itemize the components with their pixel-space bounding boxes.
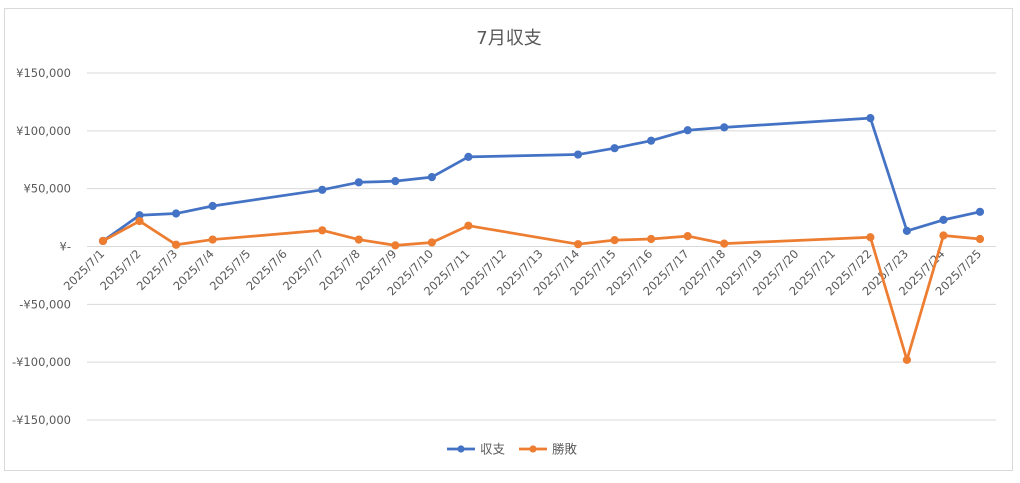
data-point [171, 240, 181, 249]
legend-label: 勝敗 [552, 442, 578, 457]
gridlines [87, 72, 996, 421]
data-point [902, 226, 912, 235]
y-tick-label: -¥50,000 [19, 297, 71, 311]
y-tick-label: -¥100,000 [12, 355, 71, 369]
data-point [318, 226, 327, 235]
data-point [573, 150, 583, 159]
y-tick-label: ¥50,000 [23, 182, 71, 196]
y-tick-label: -¥150,000 [12, 413, 71, 427]
legend: 収支 勝敗 [447, 442, 578, 457]
y-tick-label: ¥100,000 [16, 124, 71, 138]
legend-item: 収支 [447, 442, 506, 457]
y-axis: ¥150,000 ¥100,000 ¥50,000 ¥- -¥50,000 -¥100,0… [12, 66, 71, 427]
series-line [101, 116, 982, 243]
data-point [464, 152, 473, 161]
legend-marker [457, 445, 465, 453]
data-point [683, 126, 692, 135]
y-tick-label: ¥- [60, 240, 71, 254]
data-point [171, 209, 181, 218]
data-point [573, 240, 583, 249]
data-point [135, 216, 144, 226]
data-point [647, 234, 656, 244]
data-point [683, 231, 692, 241]
data-point [354, 235, 363, 244]
data-point [866, 114, 875, 123]
data-point [98, 236, 108, 246]
data-point [975, 207, 985, 216]
data-point [208, 235, 217, 244]
series-2 [98, 216, 985, 364]
data-point [610, 236, 619, 245]
chart-title: 7月収支 [476, 28, 541, 49]
data-point [427, 238, 436, 247]
data-point [427, 173, 436, 182]
series-1 [98, 114, 985, 246]
legend-item: 勝敗 [519, 442, 578, 457]
legend-label: 収支 [480, 442, 506, 457]
y-tick-label: ¥150,000 [16, 66, 71, 80]
data-point [464, 221, 473, 230]
data-point [391, 241, 400, 250]
legend-marker [529, 445, 537, 453]
data-point [208, 201, 217, 211]
series-layer [98, 114, 985, 364]
data-point [720, 123, 729, 132]
data-point [354, 178, 363, 187]
data-point [902, 355, 912, 364]
data-point [610, 144, 619, 153]
data-point [939, 215, 948, 224]
data-point [720, 239, 729, 248]
data-point [318, 185, 327, 194]
data-point [647, 136, 656, 145]
data-point [975, 234, 985, 244]
x-axis: 2025/7/12025/7/22025/7/32025/7/42025/7/5… [61, 247, 984, 299]
data-point [866, 233, 875, 242]
series-line [101, 219, 982, 362]
data-point [939, 231, 948, 240]
data-point [391, 177, 400, 186]
